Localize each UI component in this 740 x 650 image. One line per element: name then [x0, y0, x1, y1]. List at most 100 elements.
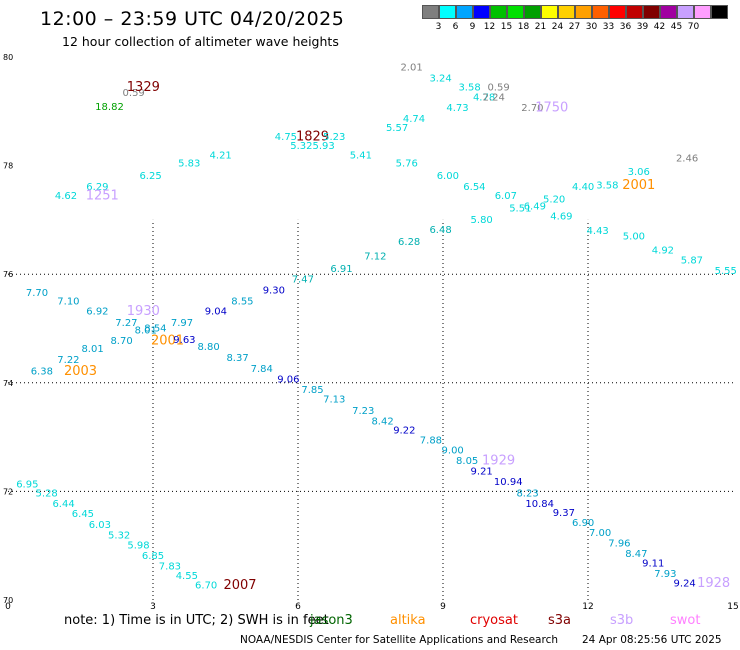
wave-height-label: 3.58: [596, 181, 618, 192]
colorbar-swatch: [490, 5, 507, 19]
pass-time-label: 1251: [86, 189, 119, 204]
y-tick-label: 76: [3, 270, 13, 279]
wave-height-label: 5.00: [623, 232, 645, 243]
wave-height-label: 6.25: [139, 171, 161, 182]
wave-height-label: 6.48: [429, 225, 451, 236]
wave-height-label: 8.47: [625, 549, 647, 560]
x-tick-label: 9: [440, 602, 446, 612]
wave-height-label: 8.55: [231, 296, 253, 307]
wave-height-label: 7.23: [352, 406, 374, 417]
pass-time-label: 2001: [622, 178, 655, 193]
y-tick-label: 78: [3, 162, 13, 171]
x-tick-label: 15: [727, 602, 738, 612]
pass-time-label: 1750: [535, 101, 568, 116]
wave-height-label: 6.44: [52, 499, 74, 510]
wave-height-label: 7.12: [364, 251, 386, 262]
colorbar-swatch: [507, 5, 524, 19]
wave-height-label: 7.96: [608, 539, 630, 550]
wave-height-label: 2.46: [676, 154, 698, 165]
wave-height-label: 5.80: [471, 215, 493, 226]
wave-height-label: 0.59: [123, 88, 145, 99]
y-tick-label: 70: [3, 596, 13, 605]
wave-height-label: 8.37: [226, 353, 248, 364]
wave-height-label: 5.87: [681, 256, 703, 267]
pass-time-label: 1928: [697, 576, 730, 591]
wave-height-label: 5.83: [178, 158, 200, 169]
colorbar-label: 42: [653, 22, 666, 32]
colorbar-swatch: [456, 5, 473, 19]
pass-time-label: 2007: [223, 578, 256, 593]
credit-footer: NOAA/NESDIS Center for Satellite Applica…: [240, 634, 558, 646]
wave-height-label: 5.57: [386, 123, 408, 134]
wave-height-label: 7.93: [654, 569, 676, 580]
colorbar-swatch: [439, 5, 456, 19]
colorbar-swatch: [541, 5, 558, 19]
colorbar-swatch: [592, 5, 609, 19]
wave-height-label: 9.30: [263, 285, 285, 296]
time-units-note: note: 1) Time is in UTC; 2) SWH is in fe…: [64, 613, 329, 628]
wave-height-label: 4.75: [275, 132, 297, 143]
colorbar-label: 9: [469, 22, 476, 32]
colorbar-label: 18: [517, 22, 530, 32]
wave-height-label: 6.07: [495, 191, 517, 202]
colorbar-swatch: [524, 5, 541, 19]
wave-height-label: 9.22: [393, 426, 415, 437]
colorbar-swatch: [711, 5, 728, 19]
wave-height-label: 8.42: [371, 416, 393, 427]
colorbar-label: 21: [534, 22, 547, 32]
pass-time-label: 1329: [127, 80, 160, 95]
wave-height-label: 8.01: [135, 326, 157, 337]
wave-height-label: 5.98: [127, 541, 149, 552]
wave-height-label: 9.24: [674, 579, 696, 590]
wave-height-label: 7.00: [589, 528, 611, 539]
wave-height-label: 6.00: [437, 171, 459, 182]
wave-height-label: 8.23: [516, 489, 538, 500]
wave-height-label: 4.73: [446, 103, 468, 114]
satellite-legend-s3b: s3b: [610, 613, 634, 628]
colorbar-label: 24: [551, 22, 564, 32]
colorbar-swatch: [558, 5, 575, 19]
colorbar-swatch: [660, 5, 677, 19]
colorbar-swatch: [575, 5, 592, 19]
wave-height-label: 5.325.93: [290, 141, 335, 152]
y-tick-label: 74: [3, 379, 13, 388]
pass-time-label: 1930: [127, 304, 160, 319]
wave-height-label: 6.92: [86, 307, 108, 318]
wave-height-label: 4.43: [587, 226, 609, 237]
colorbar-label: 3: [435, 22, 442, 32]
wave-height-label: 8.80: [197, 342, 219, 353]
wave-height-label: 18.82: [95, 102, 124, 113]
wave-height-label: 6.38: [31, 366, 53, 377]
wave-height-label: 5.32: [108, 530, 130, 541]
wave-height-label: 7.84: [251, 364, 273, 375]
wave-height-label: 5.55: [715, 266, 737, 277]
wave-height-label: 6.29: [86, 182, 108, 193]
wave-height-label: 7.10: [57, 296, 79, 307]
colorbar-label: 70: [687, 22, 700, 32]
wave-height-label: 2.01: [400, 62, 422, 73]
colorbar-label: 33: [602, 22, 615, 32]
x-tick-label: 3: [150, 602, 156, 612]
pass-time-label: 1829: [296, 129, 329, 144]
colorbar-label: 12: [483, 22, 496, 32]
wave-height-label: 7.27: [115, 318, 137, 329]
wave-height-label: 10.84: [525, 499, 554, 510]
wave-height-label: 6.54: [463, 182, 485, 193]
wave-height-label: 5.51: [509, 203, 531, 214]
colorbar-swatch: [677, 5, 694, 19]
wave-height-label: 9.00: [442, 446, 464, 457]
x-tick-label: 12: [582, 602, 593, 612]
wave-height-label: 6.03: [89, 520, 111, 531]
wave-height-label: 6.85: [142, 551, 164, 562]
wave-height-label: 3.58: [458, 82, 480, 93]
colorbar-swatch: [626, 5, 643, 19]
wave-height-label: 8.01: [81, 344, 103, 355]
colorbar-swatch: [473, 5, 490, 19]
wave-height-label: 9.06: [277, 375, 299, 386]
colorbar-label: 39: [636, 22, 649, 32]
colorbar-label: 15: [500, 22, 513, 32]
wave-height-label: 7.83: [159, 561, 181, 572]
wave-height-label: 7.88: [420, 435, 442, 446]
wave-height-label: 4.40: [572, 182, 594, 193]
wave-height-label: 3.06: [628, 167, 650, 178]
